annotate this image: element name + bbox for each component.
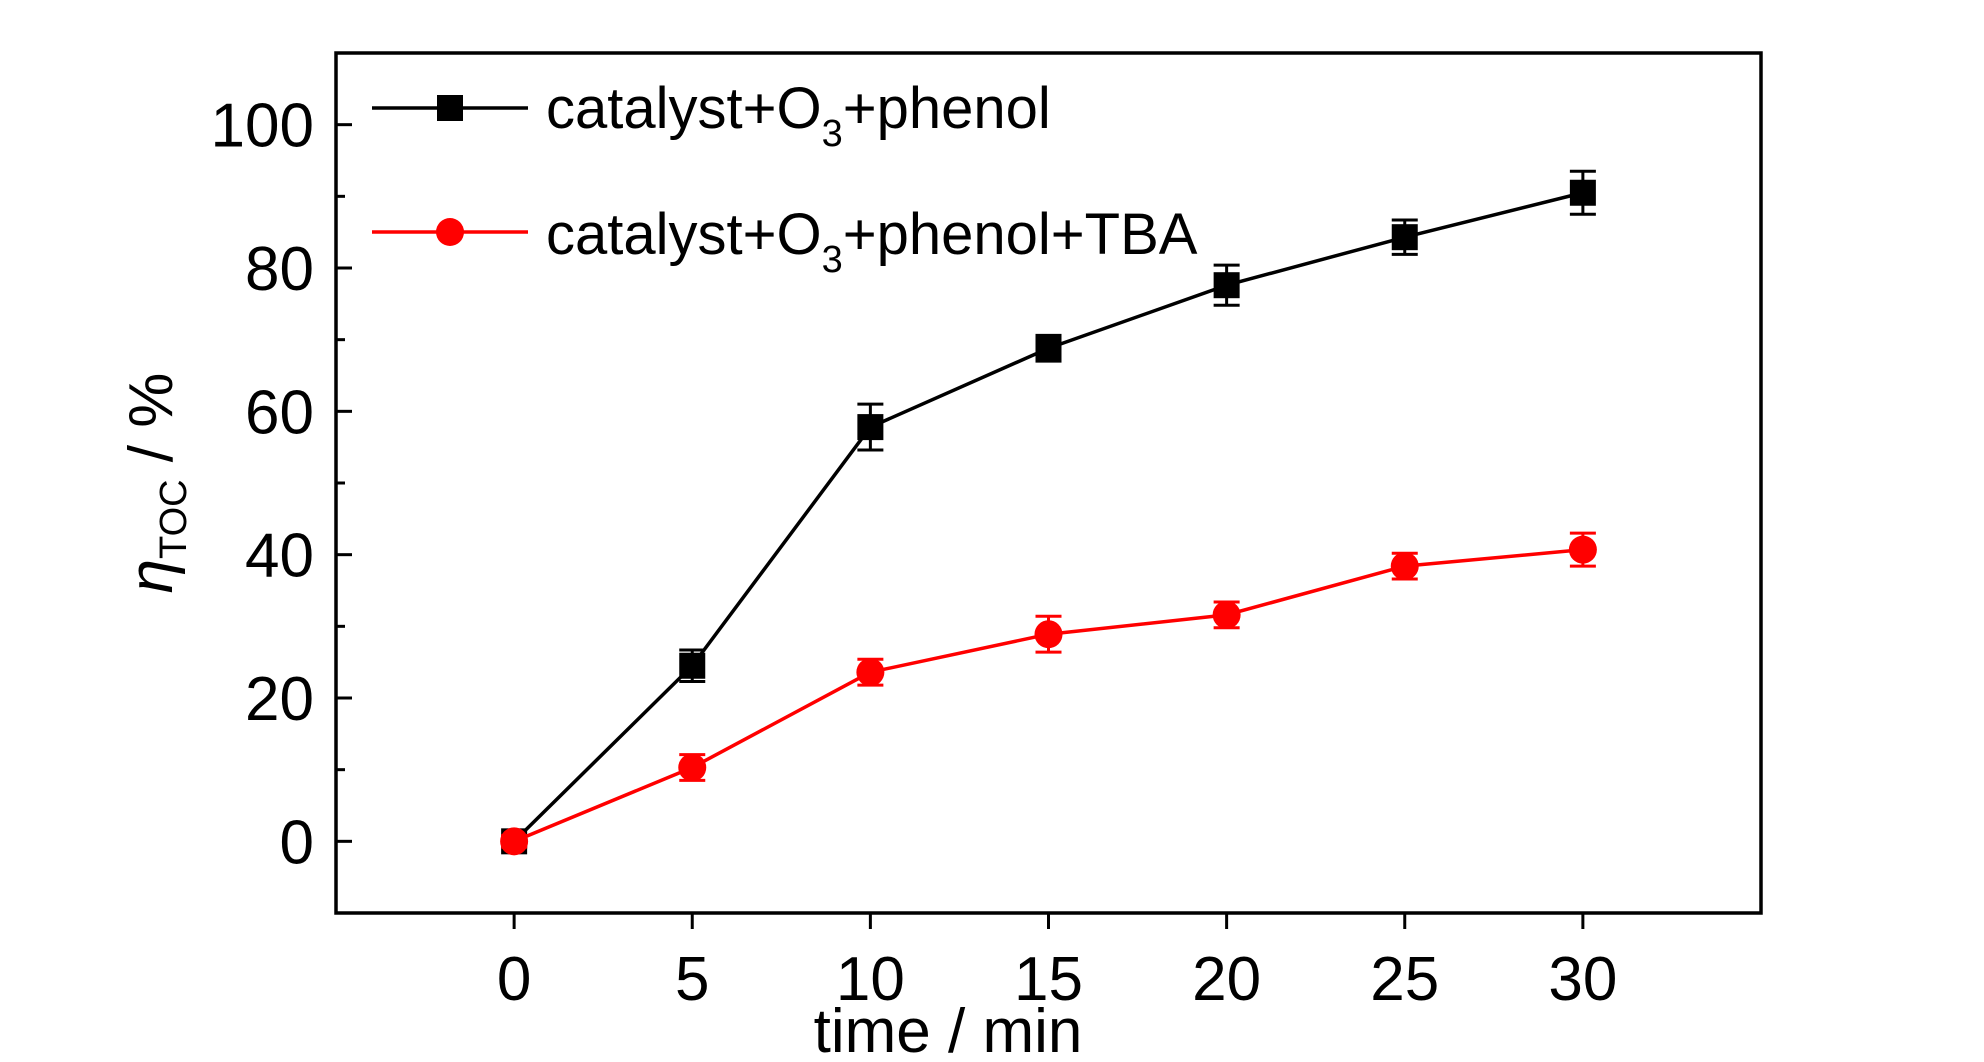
data-point-square	[1035, 335, 1062, 362]
data-point-circle	[1212, 600, 1241, 629]
data-point-square	[1391, 224, 1418, 251]
legend-item-series-0: catalyst+O3+phenol	[372, 76, 1051, 155]
y-axis-title: ηTOC / %	[117, 373, 195, 594]
series-1	[500, 531, 1597, 856]
x-tick-label: 20	[1192, 945, 1261, 1014]
data-point-circle	[1568, 535, 1597, 564]
y-tick-label: 100	[211, 92, 314, 161]
series-line	[513, 547, 1584, 843]
series-layer	[500, 169, 1597, 856]
legend-label-series-0-sub: 3	[822, 113, 843, 155]
series-line	[512, 191, 1584, 843]
data-point-circle	[678, 753, 707, 782]
x-tick-label: 25	[1370, 945, 1439, 1014]
y-tick-label: 20	[245, 665, 314, 734]
y-tick-label: 40	[245, 522, 314, 591]
x-tick-label: 30	[1548, 945, 1617, 1014]
data-point-square	[857, 414, 884, 441]
legend-label-series-1-suffix: +phenol+TBA	[843, 202, 1198, 267]
data-point-square	[1213, 272, 1240, 299]
legend: catalyst+O3+phenol catalyst+O3+phenol+TB…	[372, 76, 1198, 281]
x-axis-ticks: 0 5 10 15 20 25 30	[497, 913, 1617, 1014]
y-tick-label: 0	[280, 808, 314, 877]
x-tick-label: 10	[836, 945, 905, 1014]
data-point-circle	[1390, 552, 1419, 581]
legend-label-series-0-suffix: +phenol	[843, 76, 1051, 141]
y-axis-unit: / %	[117, 373, 186, 480]
data-point-circle	[856, 658, 885, 687]
legend-label-series-1-sub: 3	[822, 239, 843, 281]
data-point-square	[1569, 179, 1596, 206]
data-point-circle	[1034, 620, 1063, 649]
y-axis-ticks: 0 20 40 60 80 100	[211, 51, 352, 915]
x-tick-label: 5	[675, 945, 709, 1014]
y-tick-label: 60	[245, 378, 314, 447]
legend-item-series-1: catalyst+O3+phenol+TBA	[372, 202, 1198, 281]
series-0	[501, 169, 1596, 855]
data-point-circle	[500, 827, 529, 856]
legend-label-series-0-prefix: catalyst+O	[546, 76, 822, 141]
legend-label-series-0: catalyst+O3+phenol	[546, 76, 1051, 155]
x-axis-title: time / min	[814, 997, 1083, 1062]
plot-frame	[334, 51, 1763, 915]
legend-label-series-1: catalyst+O3+phenol+TBA	[546, 202, 1198, 281]
legend-marker-series-0	[437, 95, 463, 121]
y-axis-subscript: TOC	[153, 479, 195, 559]
data-point-square	[679, 652, 706, 679]
x-tick-label: 15	[1014, 945, 1083, 1014]
y-tick-label: 80	[245, 235, 314, 304]
legend-marker-series-1	[436, 218, 464, 246]
x-tick-label: 0	[497, 945, 531, 1014]
legend-label-series-1-prefix: catalyst+O	[546, 202, 822, 267]
y-axis-symbol: η	[117, 559, 186, 593]
